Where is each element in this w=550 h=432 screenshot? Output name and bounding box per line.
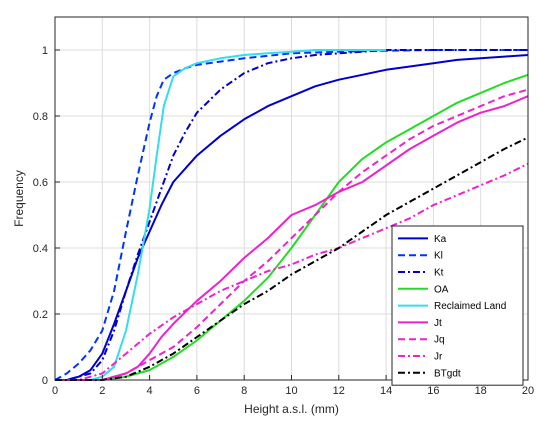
series-line-btgdt bbox=[55, 136, 529, 381]
x-axis-label: Height a.s.l. (mm) bbox=[244, 402, 339, 416]
legend-label: Ka bbox=[434, 234, 447, 245]
series-line-jq bbox=[55, 88, 529, 381]
y-tick-label: 0.4 bbox=[33, 243, 48, 255]
x-tick-label: 6 bbox=[194, 385, 200, 397]
legend-label: Jt bbox=[434, 318, 442, 329]
legend-label: Jq bbox=[434, 335, 445, 346]
series-line-kt bbox=[55, 49, 528, 381]
y-tick-label: 0 bbox=[42, 375, 48, 387]
legend-label: OA bbox=[434, 284, 449, 295]
y-tick-label: 0.8 bbox=[33, 111, 48, 123]
x-tick-label: 12 bbox=[333, 385, 345, 397]
series-layer bbox=[54, 49, 529, 381]
axis-ticks: 0 2 4 6 8 10 12 14 16 18 20 0 0.2 0.4 0.6 0.8 1 bbox=[33, 45, 534, 397]
legend-label: Reclaimed Land bbox=[434, 301, 506, 312]
legend-label: BTgdt bbox=[434, 368, 461, 379]
series-line-oa bbox=[55, 73, 529, 381]
series-line-ka bbox=[55, 54, 529, 381]
x-tick-label: 2 bbox=[99, 385, 105, 397]
y-tick-label: 0.6 bbox=[33, 177, 48, 189]
series-line-reclaimed-land bbox=[55, 49, 387, 381]
legend: Ka Kl Kt OA Reclaimed Land Jt Jq Jr BTgdt bbox=[391, 225, 524, 386]
x-tick-label: 16 bbox=[427, 385, 439, 397]
legend-label: Kl bbox=[434, 251, 443, 262]
y-tick-label: 1 bbox=[42, 45, 48, 57]
y-tick-label: 0.2 bbox=[33, 309, 48, 321]
x-tick-label: 0 bbox=[52, 385, 58, 397]
legend-label: Kt bbox=[434, 268, 444, 279]
x-tick-label: 18 bbox=[475, 385, 487, 397]
x-tick-label: 10 bbox=[285, 385, 297, 397]
series-line-jr bbox=[55, 162, 529, 381]
x-tick-label: 20 bbox=[522, 385, 534, 397]
x-tick-label: 4 bbox=[147, 385, 153, 397]
x-tick-label: 14 bbox=[380, 385, 392, 397]
x-tick-label: 8 bbox=[241, 385, 247, 397]
series-line-kl bbox=[54, 49, 528, 381]
legend-label: Jr bbox=[434, 352, 443, 363]
y-axis-label: Frequency bbox=[12, 170, 26, 227]
